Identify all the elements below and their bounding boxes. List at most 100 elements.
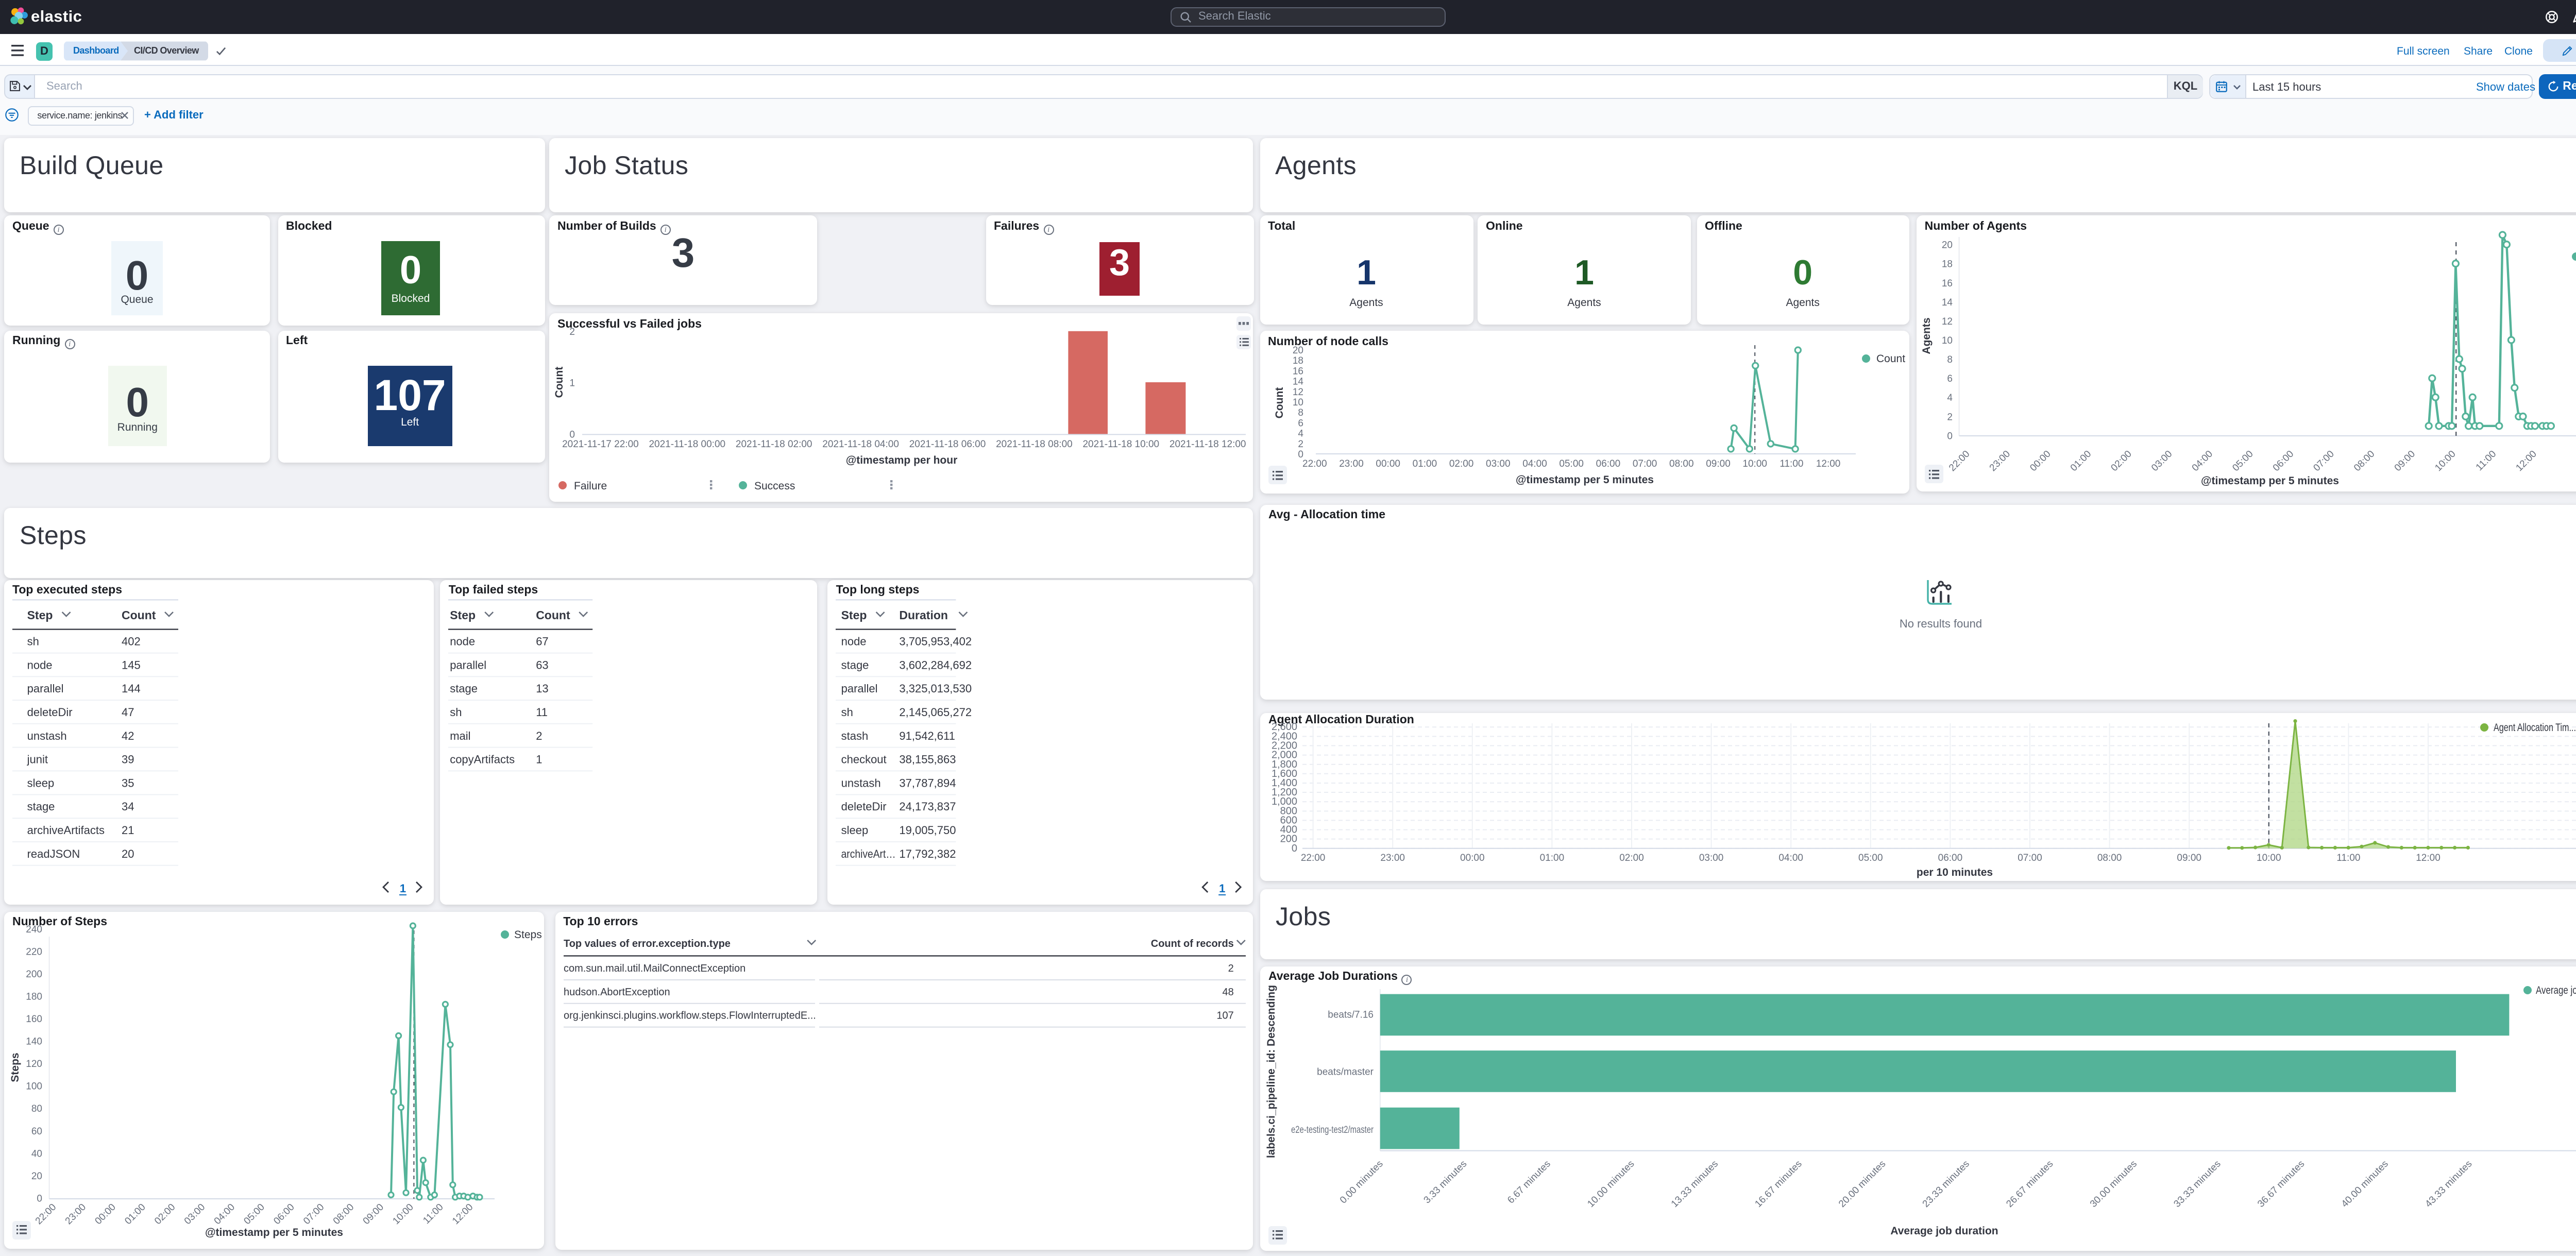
svg-text:402: 402: [122, 635, 141, 648]
svg-text:24,173,837: 24,173,837: [900, 800, 956, 813]
svg-text:06:00: 06:00: [1596, 459, 1620, 469]
svg-text:10:00: 10:00: [2433, 449, 2458, 473]
svg-text:07:00: 07:00: [2018, 853, 2042, 863]
svg-text:1,000: 1,000: [1272, 796, 1297, 807]
svg-text:sh: sh: [841, 706, 853, 719]
svg-text:Agents: Agents: [1921, 317, 1933, 354]
svg-text:12: 12: [1941, 316, 1952, 327]
svg-text:Average job duration: Average job duration: [2536, 984, 2576, 996]
svg-text:node: node: [841, 635, 867, 648]
svg-text:13: 13: [536, 682, 549, 695]
svg-text:08:00: 08:00: [2352, 449, 2377, 473]
svg-text:deleteDir: deleteDir: [27, 706, 73, 719]
svg-text:14: 14: [1941, 297, 1953, 308]
svg-text:140: 140: [26, 1036, 42, 1047]
svg-text:09:00: 09:00: [361, 1201, 386, 1226]
svg-text:parallel: parallel: [841, 682, 878, 695]
svg-text:@timestamp per 5 minutes: @timestamp per 5 minutes: [205, 1226, 343, 1238]
svg-text:2021-11-18 00:00: 2021-11-18 00:00: [649, 439, 725, 450]
svg-text:6.67 minutes: 6.67 minutes: [1505, 1158, 1553, 1206]
svg-text:09:00: 09:00: [2177, 853, 2201, 863]
svg-text:4: 4: [1297, 429, 1303, 439]
svg-text:2,400: 2,400: [1272, 731, 1297, 742]
svg-text:archiveArt…: archiveArt…: [841, 847, 896, 860]
svg-text:06:00: 06:00: [1938, 853, 1963, 863]
svg-text:0: 0: [37, 1193, 42, 1203]
svg-text:beats/master: beats/master: [1317, 1066, 1374, 1077]
svg-text:16: 16: [1292, 366, 1303, 377]
svg-text:0: 0: [569, 429, 575, 440]
svg-text:1,800: 1,800: [1272, 759, 1297, 770]
svg-text:03:00: 03:00: [1485, 459, 1510, 469]
svg-text:16.67 minutes: 16.67 minutes: [1753, 1158, 1804, 1209]
svg-text:03:00: 03:00: [1699, 853, 1724, 863]
svg-text:11:00: 11:00: [1779, 459, 1803, 469]
svg-text:beats/7.16: beats/7.16: [1328, 1009, 1374, 1020]
svg-text:0.00 minutes: 0.00 minutes: [1338, 1158, 1385, 1206]
svg-text:@timestamp per 5 minutes: @timestamp per 5 minutes: [1515, 474, 1653, 486]
svg-text:01:00: 01:00: [1540, 853, 1565, 863]
svg-text:deleteDir: deleteDir: [841, 800, 887, 813]
svg-text:05:00: 05:00: [2230, 449, 2255, 473]
svg-text:0: 0: [1292, 843, 1297, 854]
svg-text:2: 2: [536, 729, 543, 742]
svg-text:20.00 minutes: 20.00 minutes: [1837, 1158, 1888, 1209]
svg-text:00:00: 00:00: [1375, 459, 1400, 469]
svg-text:sh: sh: [450, 706, 462, 719]
svg-text:12: 12: [1292, 387, 1303, 398]
svg-text:10: 10: [1292, 397, 1303, 408]
svg-text:e2e-testing-test2/master: e2e-testing-test2/master: [1291, 1125, 1374, 1135]
svg-text:Steps: Steps: [9, 1052, 21, 1081]
svg-text:4: 4: [1947, 393, 1953, 403]
svg-text:Agent Allocation Tim...: Agent Allocation Tim...: [2494, 722, 2576, 734]
svg-text:20: 20: [1292, 345, 1303, 356]
svg-text:01:00: 01:00: [2068, 449, 2093, 473]
svg-text:12:00: 12:00: [450, 1201, 475, 1226]
svg-text:copyArtifacts: copyArtifacts: [450, 753, 515, 766]
svg-text:180: 180: [26, 991, 42, 1002]
svg-text:1: 1: [400, 882, 406, 895]
svg-text:09:00: 09:00: [1705, 459, 1730, 469]
svg-text:05:00: 05:00: [1858, 853, 1883, 863]
svg-text:200: 200: [26, 969, 42, 979]
svg-text:2: 2: [1228, 962, 1233, 974]
svg-text:stage: stage: [841, 658, 869, 671]
svg-text:03:00: 03:00: [2149, 449, 2174, 473]
svg-text:10:00: 10:00: [2257, 853, 2281, 863]
svg-text:04:00: 04:00: [1778, 853, 1803, 863]
svg-text:05:00: 05:00: [242, 1201, 266, 1226]
svg-text:07:00: 07:00: [2311, 449, 2336, 473]
svg-text:parallel: parallel: [27, 682, 64, 695]
svg-text:unstash: unstash: [841, 776, 881, 789]
svg-text:20: 20: [31, 1170, 42, 1181]
svg-text:2021-11-17 22:00: 2021-11-17 22:00: [562, 439, 639, 450]
svg-text:@timestamp per 5 minutes: @timestamp per 5 minutes: [2201, 475, 2339, 487]
svg-text:07:00: 07:00: [1632, 459, 1657, 469]
svg-text:37,787,894: 37,787,894: [900, 776, 956, 789]
svg-text:stash: stash: [841, 729, 869, 742]
svg-text:6: 6: [1947, 374, 1953, 384]
svg-text:3,325,013,530: 3,325,013,530: [900, 682, 972, 695]
svg-text:36.67 minutes: 36.67 minutes: [2256, 1158, 2307, 1209]
svg-text:48: 48: [1222, 986, 1233, 997]
svg-text:47: 47: [122, 706, 134, 719]
svg-text:40: 40: [31, 1148, 42, 1159]
svg-text:04:00: 04:00: [2190, 449, 2214, 473]
svg-text:Failure: Failure: [574, 480, 607, 492]
svg-text:02:00: 02:00: [1619, 853, 1644, 863]
svg-text:6: 6: [1297, 418, 1303, 429]
svg-text:03:00: 03:00: [182, 1201, 207, 1226]
svg-text:1,600: 1,600: [1272, 768, 1297, 779]
svg-text:08:00: 08:00: [1669, 459, 1693, 469]
svg-text:23:00: 23:00: [1987, 449, 2012, 473]
svg-text:22:00: 22:00: [1301, 853, 1326, 863]
svg-text:21: 21: [122, 824, 134, 837]
svg-text:18: 18: [1941, 259, 1952, 270]
svg-text:10:00: 10:00: [391, 1201, 415, 1226]
svg-text:sleep: sleep: [841, 824, 869, 837]
svg-text:Average job duration: Average job duration: [1890, 1225, 1998, 1236]
svg-text:800: 800: [1280, 805, 1297, 817]
svg-text:00:00: 00:00: [2028, 449, 2053, 473]
svg-text:12:00: 12:00: [1816, 459, 1840, 469]
svg-text:120: 120: [26, 1058, 42, 1069]
